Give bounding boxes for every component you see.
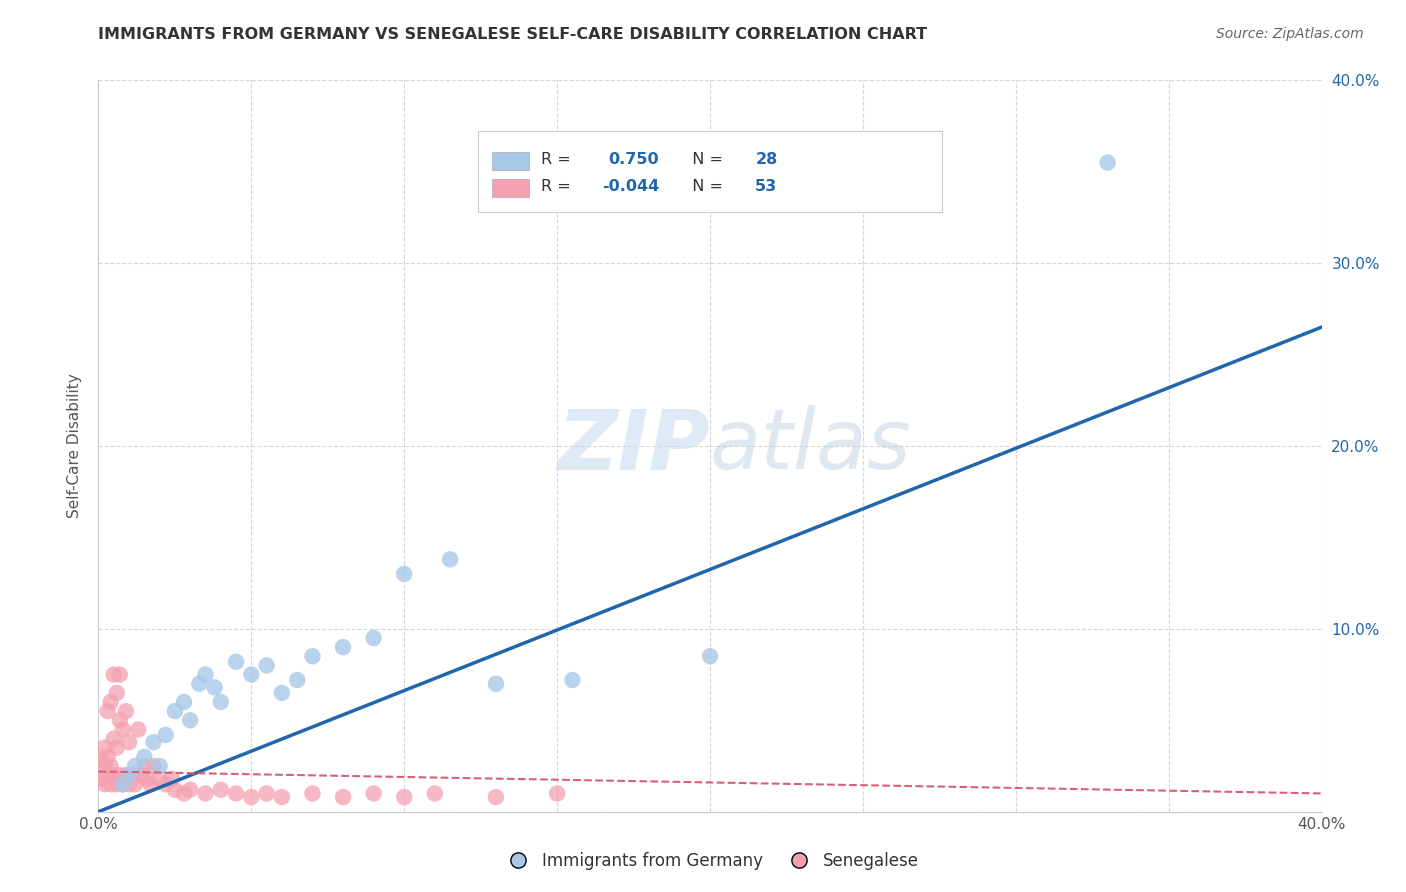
Point (105, 740, 128, 755)
Point (209, 695, 232, 709)
FancyBboxPatch shape (478, 131, 942, 212)
Text: N =: N = (682, 152, 728, 167)
Point (129, 768, 152, 782)
Point (149, 759, 172, 773)
Point (100, 695, 122, 709)
Point (100, 759, 122, 773)
Point (118, 735, 141, 749)
Point (108, 667, 131, 681)
Point (142, 735, 165, 749)
Point (105, 777, 128, 791)
Text: 53: 53 (755, 178, 778, 194)
Point (439, 552, 461, 566)
Point (127, 723, 149, 737)
Point (108, 768, 131, 782)
Point (256, 787, 278, 801)
Point (149, 772, 172, 786)
Point (155, 777, 177, 791)
Text: N =: N = (682, 178, 728, 194)
FancyBboxPatch shape (492, 179, 529, 197)
Point (111, 723, 134, 737)
Text: 0.750: 0.750 (609, 152, 659, 167)
Point (363, 787, 385, 801)
Point (136, 772, 159, 786)
Legend: Immigrants from Germany, Senegalese: Immigrants from Germany, Senegalese (495, 846, 925, 877)
Text: -0.044: -0.044 (602, 178, 659, 194)
Point (194, 667, 217, 681)
Point (485, 676, 508, 690)
Point (179, 782, 201, 797)
Point (115, 704, 138, 718)
Point (173, 787, 195, 801)
Point (392, 790, 416, 805)
Point (163, 704, 186, 718)
Point (225, 655, 247, 669)
Point (90, 772, 112, 786)
Point (93, 777, 115, 791)
Point (111, 777, 134, 791)
Point (301, 787, 323, 801)
Point (118, 768, 141, 782)
Point (332, 790, 354, 805)
Point (546, 787, 568, 801)
FancyBboxPatch shape (492, 152, 529, 170)
Point (121, 768, 143, 782)
Point (142, 759, 165, 773)
Point (332, 640, 354, 655)
Point (93, 759, 115, 773)
Point (103, 731, 125, 746)
Point (699, 649, 721, 664)
Point (97, 768, 120, 782)
Point (111, 777, 134, 791)
Point (179, 714, 201, 728)
Text: IMMIGRANTS FROM GERMANY VS SENEGALESE SELF-CARE DISABILITY CORRELATION CHART: IMMIGRANTS FROM GERMANY VS SENEGALESE SE… (98, 27, 928, 42)
Text: atlas: atlas (710, 406, 911, 486)
Point (204, 681, 226, 695)
Point (108, 714, 131, 728)
Text: R =: R = (541, 178, 576, 194)
Point (100, 777, 122, 791)
Point (118, 777, 141, 791)
Point (209, 782, 232, 797)
Point (173, 695, 195, 709)
Text: ZIP: ZIP (557, 406, 710, 486)
Y-axis label: Self-Care Disability: Self-Care Disability (67, 374, 83, 518)
Point (103, 768, 125, 782)
Point (163, 782, 186, 797)
Point (225, 787, 247, 801)
Point (124, 759, 146, 773)
Point (194, 787, 217, 801)
Text: R =: R = (541, 152, 581, 167)
Point (285, 673, 308, 687)
Point (160, 772, 183, 786)
Point (155, 728, 177, 742)
Point (485, 790, 508, 805)
Point (97, 704, 120, 718)
Point (240, 790, 263, 805)
Point (561, 673, 583, 687)
Point (256, 658, 278, 673)
Point (134, 759, 156, 773)
Point (139, 777, 162, 791)
Point (134, 749, 156, 764)
Point (301, 649, 323, 664)
Point (93, 740, 115, 755)
Point (188, 676, 211, 690)
Point (115, 768, 138, 782)
Point (270, 790, 292, 805)
Point (97, 749, 120, 764)
Point (270, 686, 292, 700)
Point (124, 777, 146, 791)
Point (90, 754, 112, 768)
Text: 28: 28 (755, 152, 778, 167)
Point (423, 787, 446, 801)
Point (363, 631, 385, 645)
Point (103, 667, 125, 681)
Point (240, 667, 263, 681)
Point (1097, 155, 1119, 169)
Point (105, 686, 128, 700)
Text: Source: ZipAtlas.com: Source: ZipAtlas.com (1216, 27, 1364, 41)
Point (392, 567, 416, 582)
